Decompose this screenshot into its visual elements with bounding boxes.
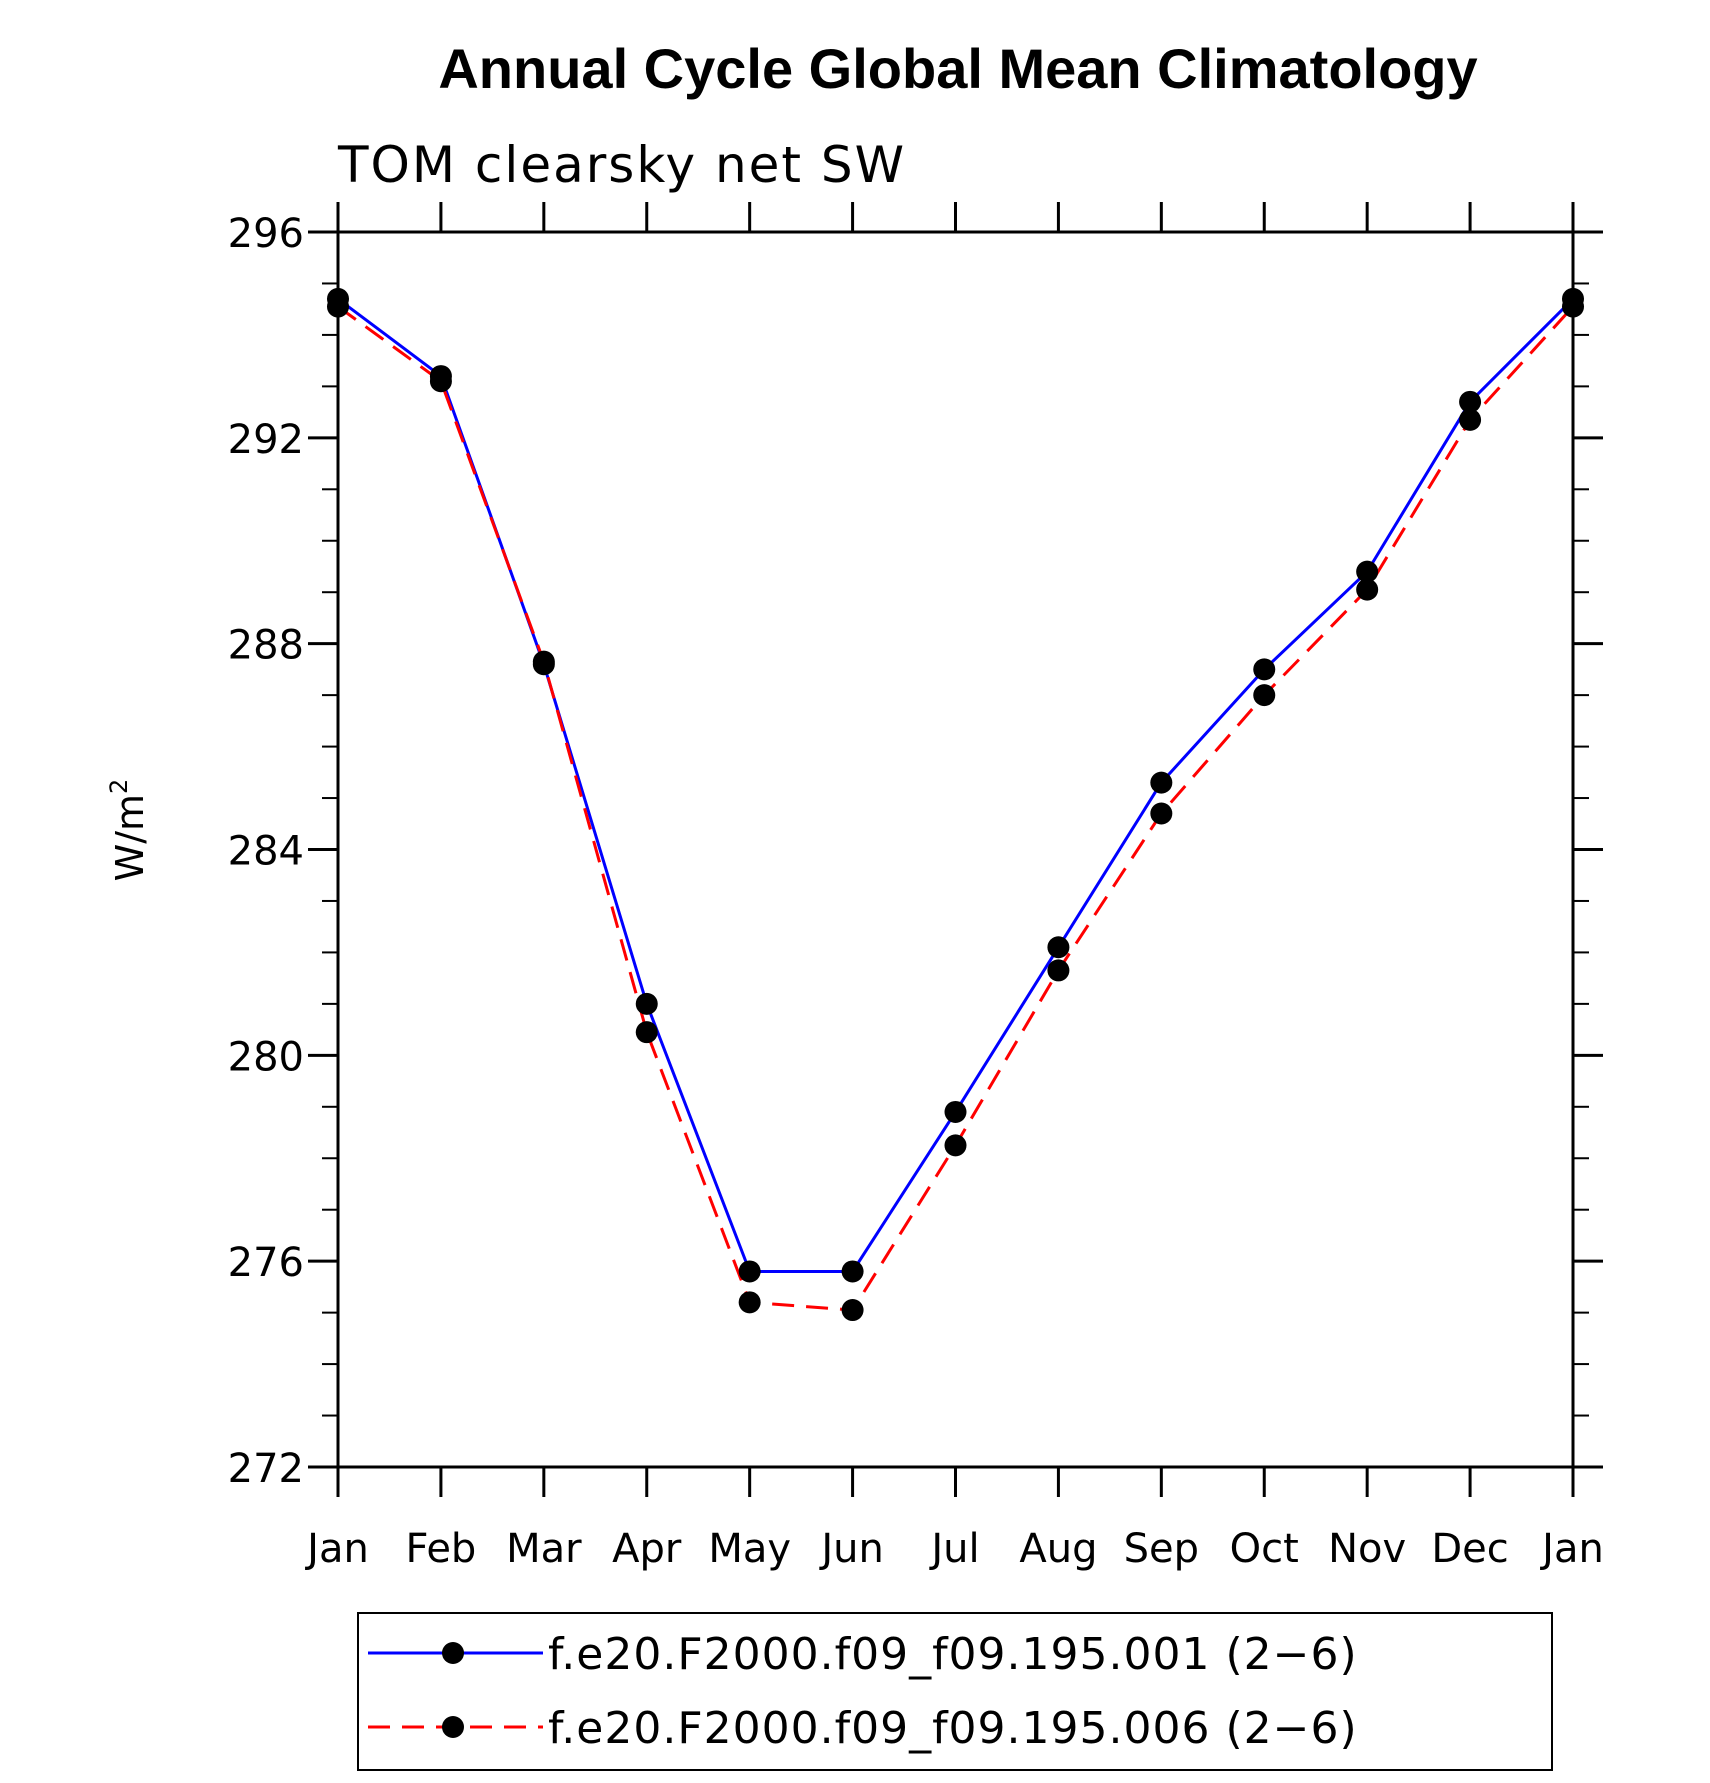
data-point-series-2	[1459, 408, 1482, 431]
y-axis-label-text: W/m	[108, 794, 152, 881]
x-tick-label: Jul	[928, 1526, 979, 1572]
data-point-series-1	[635, 992, 658, 1015]
x-tick-label: Nov	[1328, 1526, 1406, 1572]
legend: f.e20.F2000.f09_f09.195.001 (2−6) f.e20.F…	[357, 1612, 1553, 1771]
data-point-series-2	[841, 1299, 864, 1322]
data-point-series-2	[429, 370, 452, 393]
legend-label-1: f.e20.F2000.f09_f09.195.001 (2−6)	[548, 1629, 1358, 1680]
axis-ticks: 272 276 280 284 288 292 296 Jan Feb Mar Apr May Jun J…	[228, 202, 1604, 1572]
data-point-series-1	[1356, 560, 1379, 583]
y-axis-label: W/m2	[105, 779, 152, 882]
y-tick-label: 272	[228, 1446, 304, 1492]
data-point-series-2	[1562, 295, 1584, 318]
svg-text:W/m2: W/m2	[105, 779, 152, 882]
data-point-series-2	[327, 295, 349, 318]
x-tick-label: Jan	[1539, 1526, 1604, 1572]
y-tick-label: 296	[228, 211, 304, 257]
x-tick-label: Jan	[304, 1526, 369, 1572]
data-point-series-1	[1150, 771, 1173, 794]
data-point-series-2	[738, 1291, 761, 1314]
data-point-series-2	[635, 1021, 658, 1044]
data-point-series-1	[738, 1260, 761, 1283]
data-point-series-2	[944, 1134, 967, 1157]
y-axis-label-exponent: 2	[105, 779, 133, 794]
plot-frame	[336, 230, 1575, 1469]
plot-area-border	[336, 230, 1575, 1469]
legend-swatch-marker-2	[442, 1716, 464, 1738]
y-tick-label: 276	[228, 1240, 304, 1286]
legend-label-2: f.e20.F2000.f09_f09.195.006 (2−6)	[548, 1703, 1358, 1754]
data-point-series-1	[944, 1100, 967, 1123]
data-point-series-2	[532, 650, 555, 673]
data-point-series-1	[1253, 658, 1276, 681]
x-tick-label: Feb	[406, 1526, 477, 1572]
y-tick-label: 280	[228, 1034, 304, 1080]
series-line-1	[337, 297, 1575, 1273]
legend-box	[357, 1612, 1553, 1771]
chart-title: Annual Cycle Global Mean Climatology	[438, 37, 1477, 100]
x-tick-label: Sep	[1124, 1526, 1199, 1572]
series-line-2	[337, 305, 1575, 1312]
x-tick-label: May	[708, 1526, 791, 1572]
data-point-series-1	[1459, 390, 1482, 413]
legend-swatch-marker-1	[442, 1642, 464, 1664]
chart-subtitle: TOM clearsky net SW	[337, 136, 906, 194]
series-markers	[327, 287, 1584, 1322]
y-tick-label: 292	[228, 417, 304, 463]
data-point-series-2	[1253, 684, 1276, 707]
data-point-series-1	[1047, 936, 1070, 959]
x-tick-label: Aug	[1019, 1526, 1097, 1572]
x-tick-label: Jun	[818, 1526, 884, 1572]
x-tick-label: Dec	[1431, 1526, 1508, 1572]
series-lines	[337, 297, 1575, 1312]
y-tick-label: 284	[228, 829, 304, 875]
data-point-series-1	[841, 1260, 864, 1283]
data-point-series-2	[1356, 578, 1379, 601]
data-point-series-2	[1150, 802, 1173, 825]
x-tick-label: Mar	[506, 1526, 582, 1572]
y-tick-label: 288	[228, 623, 304, 669]
x-tick-label: Apr	[612, 1526, 682, 1572]
x-tick-label: Oct	[1230, 1526, 1299, 1572]
data-point-series-2	[1047, 959, 1070, 982]
